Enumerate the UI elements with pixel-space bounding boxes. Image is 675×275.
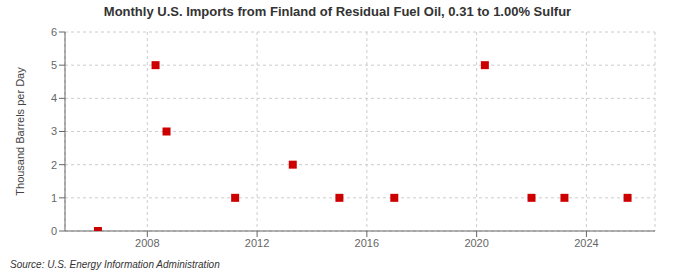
svg-text:6: 6: [51, 26, 57, 38]
svg-text:1: 1: [51, 192, 57, 204]
html-text:Monthly U.S. Imports from Finl: Monthly U.S. Imports from Finland of Res…: [103, 4, 572, 19]
svg-text:2012: 2012: [245, 237, 269, 249]
svg-text:3: 3: [51, 125, 57, 137]
svg-text:2024: 2024: [574, 237, 598, 249]
svg-text:Thousand Barrels per Day: Thousand Barrels per Day: [14, 67, 26, 196]
svg-text:4: 4: [51, 92, 57, 104]
svg-text:2020: 2020: [464, 237, 488, 249]
svg-text:2016: 2016: [355, 237, 379, 249]
svg-text:2: 2: [51, 159, 57, 171]
svg-text:5: 5: [51, 59, 57, 71]
svg-text:0: 0: [51, 225, 57, 237]
svg-text:2008: 2008: [135, 237, 159, 249]
html-text:Source: U.S. Energy Informatio: Source: U.S. Energy Information Administ…: [10, 259, 220, 270]
